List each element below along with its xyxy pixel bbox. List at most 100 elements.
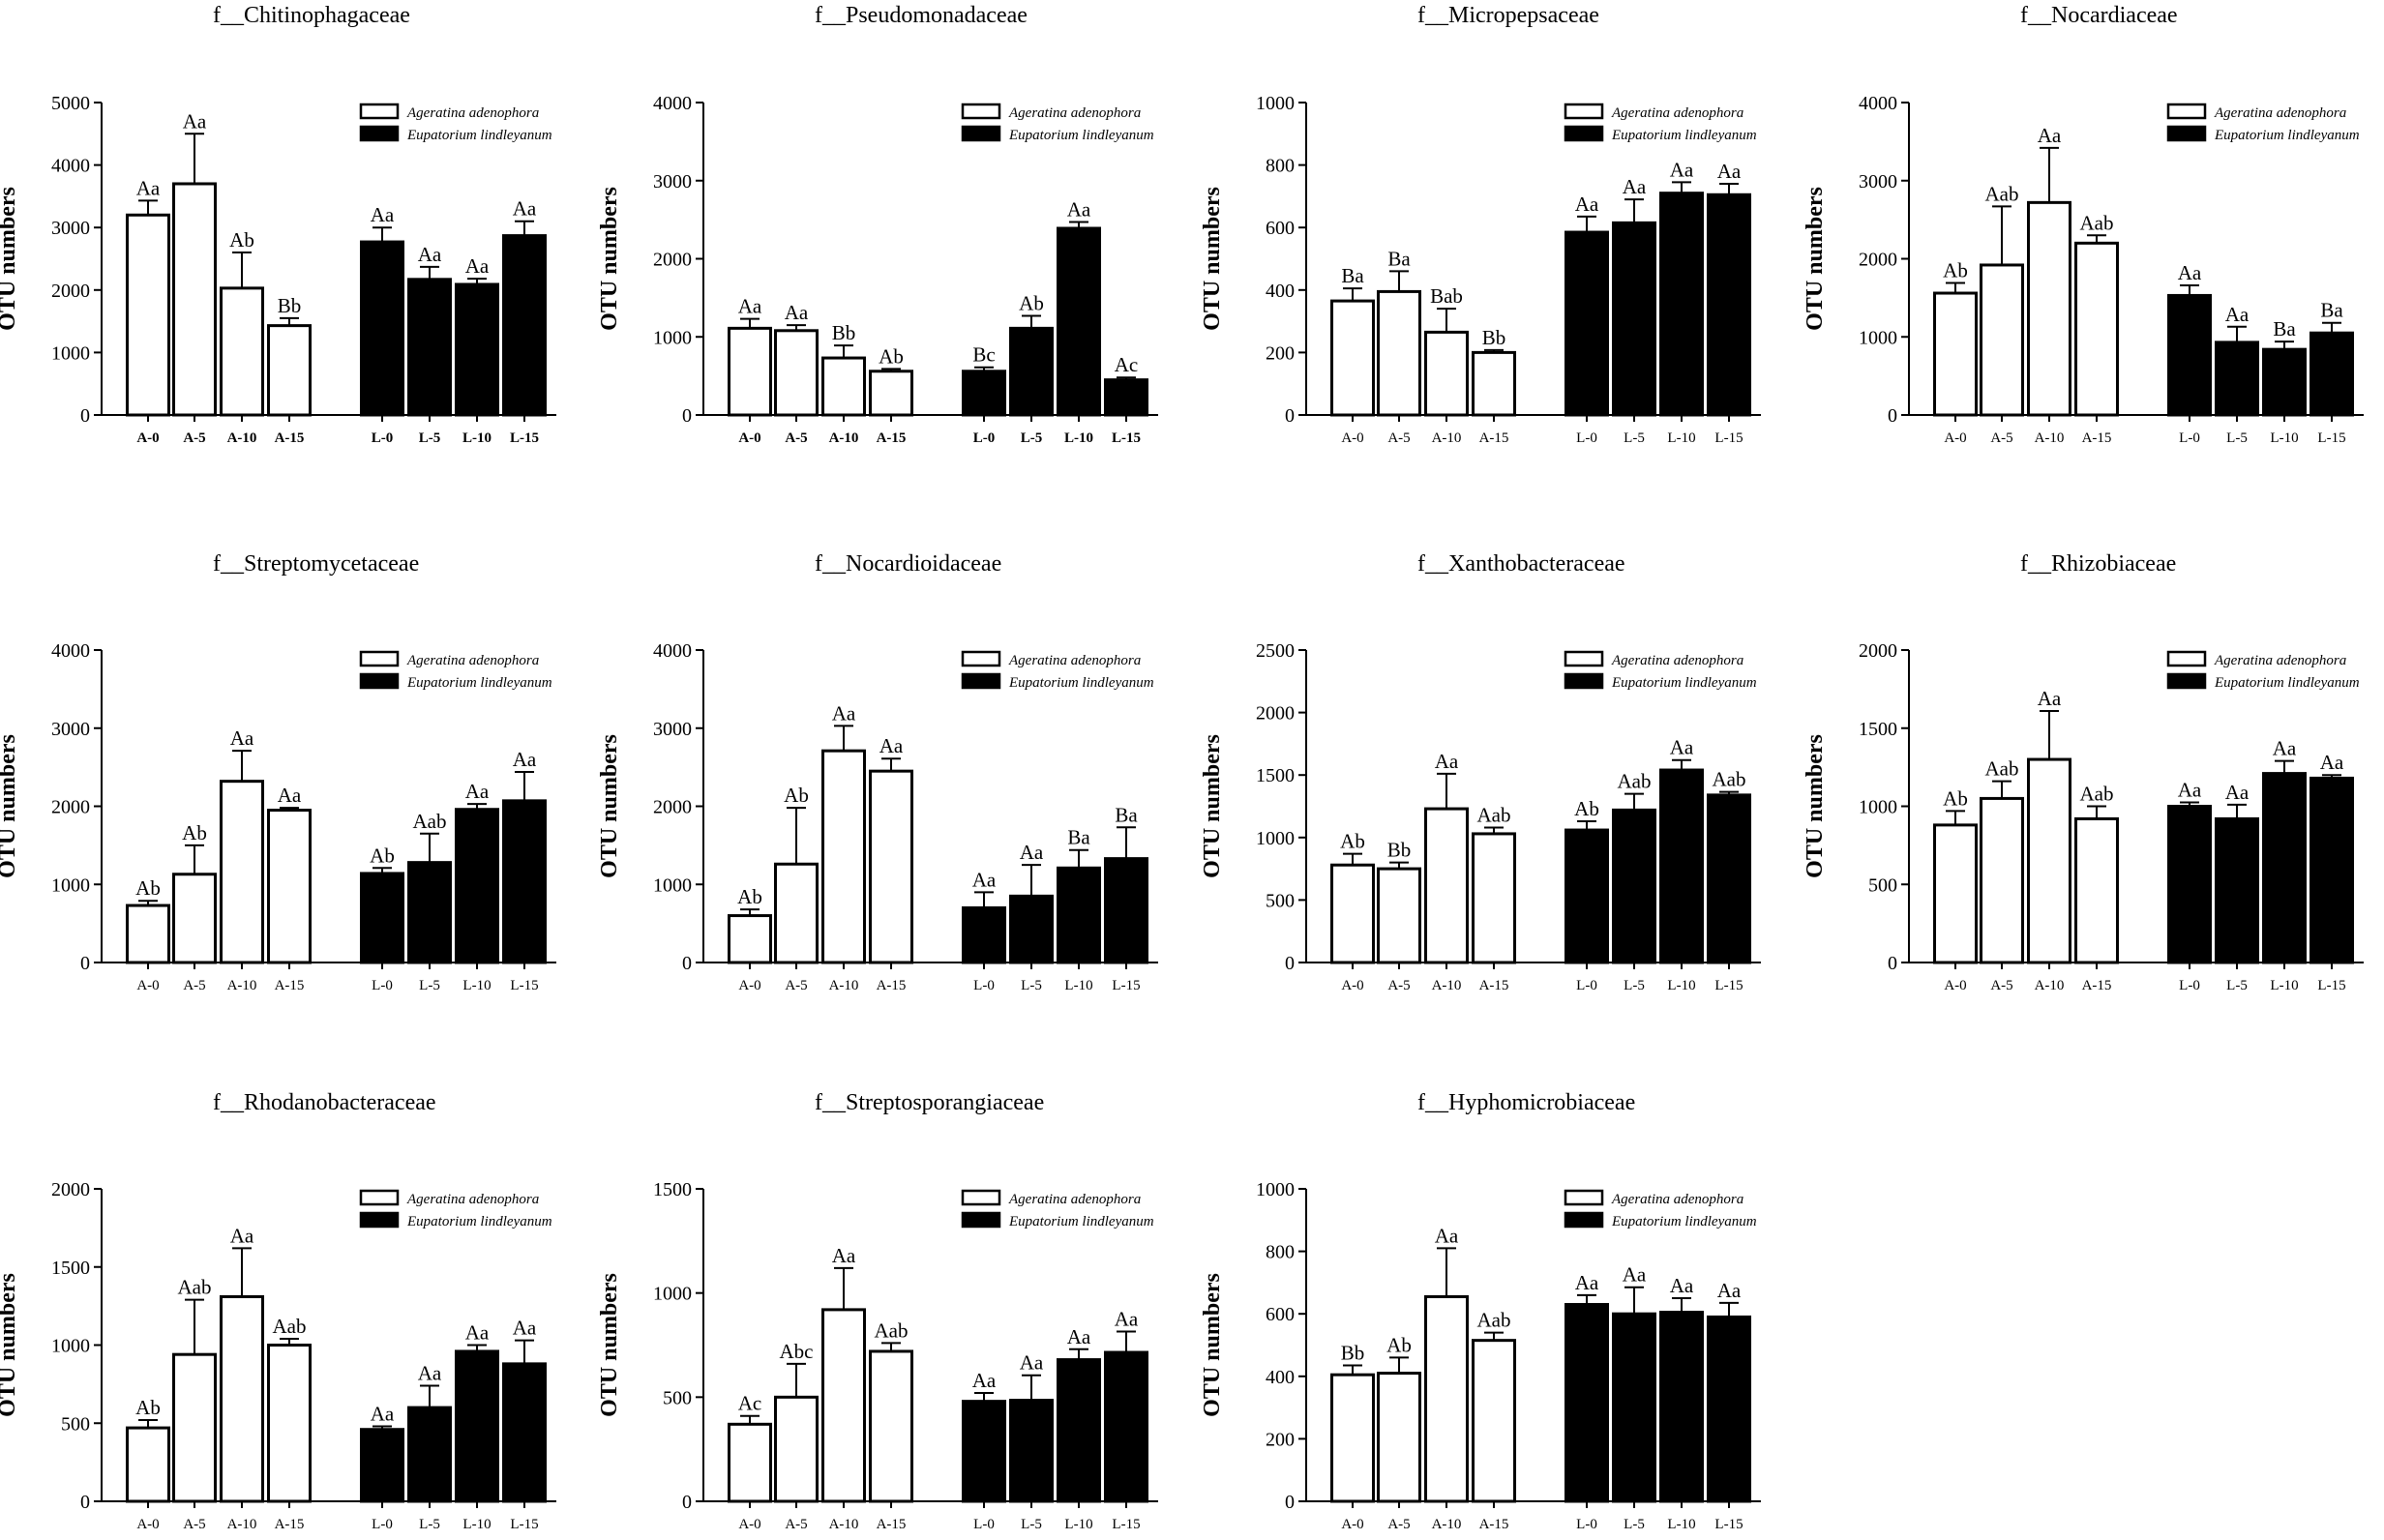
significance-label: Aa	[1575, 192, 1599, 216]
x-tick-label: A-10	[227, 978, 257, 993]
y-tick-label: 500	[1266, 890, 1295, 911]
x-tick-label: A-0	[738, 1517, 760, 1532]
bar-A-15	[869, 769, 913, 964]
x-tick-label: L-0	[1576, 978, 1597, 993]
bar-A-5	[1377, 289, 1421, 417]
y-tick-label: 1000	[653, 874, 692, 896]
x-tick-label: A-0	[136, 430, 159, 446]
y-tick-label: 1000	[653, 1284, 692, 1305]
legend-swatch-ageratina	[1564, 1189, 1604, 1206]
x-tick-label: A-15	[1479, 430, 1509, 446]
significance-label: Aa	[1067, 198, 1091, 222]
y-tick-label: 400	[1266, 1367, 1295, 1388]
legend-label-eupatorium: Eupatorium lindleyanum	[2214, 675, 2360, 691]
x-tick-label: A-15	[2082, 978, 2112, 993]
chart-panel-3: f__Micropepsaceae OTU numbers 0 200 400 600 80…	[1200, 3, 1761, 446]
bar-A-15	[267, 324, 312, 417]
bar-L-0	[1564, 828, 1609, 964]
significance-label: Bc	[972, 343, 995, 367]
x-tick-label: L-5	[1021, 1517, 1042, 1532]
bar-L-15	[502, 799, 547, 964]
significance-label: Aab	[2080, 783, 2114, 806]
significance-label: Ba	[1067, 826, 1090, 849]
x-tick-label: A-15	[275, 1517, 305, 1532]
significance-label: Aa	[418, 1361, 442, 1384]
significance-label: Ab	[1574, 797, 1599, 820]
significance-label: Ab	[1019, 291, 1044, 314]
bar-A-0	[1330, 863, 1375, 964]
y-tick-label: 3000	[653, 719, 692, 740]
y-tick-label: 1000	[1256, 93, 1295, 114]
significance-label: Aa	[2320, 751, 2344, 774]
x-tick-label: A-0	[136, 978, 159, 993]
x-tick-label: L-15	[1714, 1517, 1743, 1532]
chart-title: f__Nocardiaceae	[2020, 3, 2178, 28]
significance-label: Aab	[178, 1276, 212, 1299]
x-tick-label: L-5	[419, 430, 441, 446]
bar-L-10	[2262, 347, 2307, 417]
bar-A-0	[1330, 1373, 1375, 1503]
legend-swatch-ageratina	[359, 103, 400, 120]
y-tick-label: 2000	[51, 281, 90, 302]
x-tick-label: A-10	[227, 430, 257, 446]
bar-A-5	[1980, 263, 2024, 417]
y-axis-label: OTU numbers	[0, 734, 20, 878]
legend-swatch-eupatorium	[359, 672, 400, 690]
bar-L-5	[2215, 816, 2259, 964]
chart-title: f__Pseudomonadaceae	[815, 3, 1028, 28]
significance-label: Aa	[1575, 1271, 1599, 1294]
bar-A-10	[821, 749, 866, 964]
x-tick-label: A-15	[877, 430, 907, 446]
x-tick-label: L-0	[973, 978, 995, 993]
x-tick-label: L-5	[1021, 978, 1042, 993]
y-axis-label: OTU numbers	[0, 1273, 20, 1417]
y-tick-label: 4000	[51, 156, 90, 177]
significance-label: Aa	[513, 197, 537, 221]
significance-label: Ab	[135, 1396, 161, 1419]
legend-label-ageratina: Ageratina adenophora	[406, 653, 539, 668]
bar-L-5	[2215, 341, 2259, 417]
significance-label: Aab	[1713, 768, 1746, 791]
legend-swatch-ageratina	[359, 650, 400, 667]
y-axis-label: OTU numbers	[597, 1273, 622, 1417]
y-axis-label: OTU numbers	[0, 187, 20, 331]
significance-label: Aa	[1717, 1279, 1742, 1302]
legend-label-eupatorium: Eupatorium lindleyanum	[406, 1214, 552, 1229]
x-tick-label: L-15	[510, 430, 539, 446]
x-tick-label: L-0	[2179, 978, 2200, 993]
bar-A-0	[126, 903, 170, 964]
y-tick-label: 600	[1266, 1304, 1295, 1325]
x-tick-label: A-5	[1990, 430, 2012, 446]
significance-label: Aa	[513, 1317, 537, 1340]
y-tick-label: 1000	[51, 342, 90, 364]
bar-A-10	[821, 356, 866, 417]
bar-A-10	[220, 1294, 264, 1503]
significance-label: Aa	[183, 109, 207, 133]
bar-A-15	[267, 1344, 312, 1503]
y-tick-label: 3000	[1859, 171, 1897, 192]
x-tick-label: A-15	[275, 978, 305, 993]
legend-swatch-eupatorium	[359, 125, 400, 142]
x-tick-label: L-10	[2270, 978, 2298, 993]
significance-label: Aa	[972, 868, 997, 891]
bar-L-5	[1612, 808, 1656, 964]
y-tick-label: 0	[80, 953, 90, 974]
y-tick-label: 0	[1888, 405, 1897, 427]
significance-label: Ab	[370, 844, 395, 867]
legend-label-ageratina: Ageratina adenophora	[406, 1192, 539, 1207]
significance-label: Ba	[2320, 299, 2343, 322]
x-tick-label: L-10	[1667, 1517, 1695, 1532]
legend-label-eupatorium: Eupatorium lindleyanum	[406, 128, 552, 143]
x-tick-label: A-10	[1432, 1517, 1462, 1532]
significance-label: Aa	[1435, 1224, 1459, 1247]
significance-label: Aa	[2273, 737, 2297, 760]
legend-swatch-eupatorium	[359, 1211, 400, 1229]
significance-label: Aa	[1020, 841, 1044, 864]
y-tick-label: 2000	[51, 1179, 90, 1200]
bar-A-15	[869, 370, 913, 417]
legend-swatch-eupatorium	[1564, 1211, 1604, 1229]
significance-label: Aa	[1020, 1351, 1044, 1375]
significance-label: Aa	[2178, 261, 2202, 284]
bar-L-15	[1707, 1315, 1751, 1503]
significance-label: Aab	[1477, 803, 1511, 826]
